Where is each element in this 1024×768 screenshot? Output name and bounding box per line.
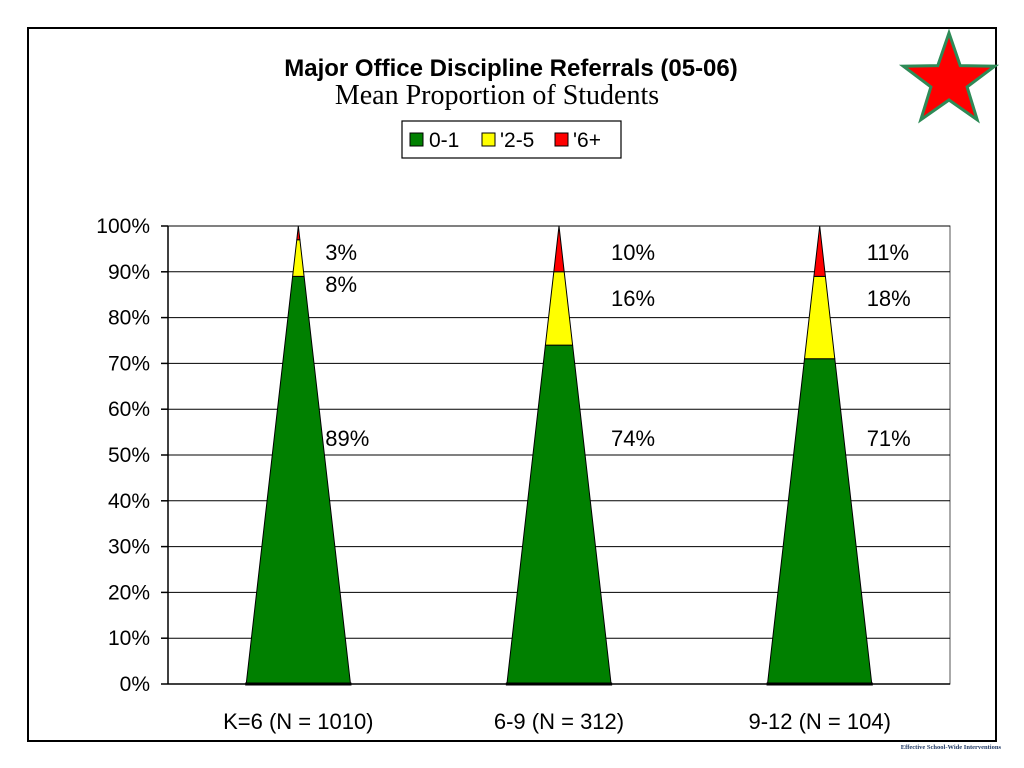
legend-label-series-2: '2-5 bbox=[500, 129, 534, 152]
y-tick-label: 50% bbox=[108, 444, 150, 467]
x-tick-label: 9-12 (N = 104) bbox=[748, 709, 890, 734]
chart-subtitle: Mean Proportion of Students bbox=[335, 80, 659, 111]
legend-label-series-1: 0-1 bbox=[429, 129, 459, 152]
data-label-series-3: 3% bbox=[325, 240, 357, 265]
legend-box bbox=[401, 120, 622, 159]
footer-text: Effective School-Wide Interventions bbox=[901, 744, 1002, 751]
legend: 0-1 '2-5 '6+ bbox=[401, 120, 622, 159]
data-label-series-3: 10% bbox=[611, 240, 655, 265]
y-tick-label: 20% bbox=[108, 581, 150, 604]
data-label-series-2: 16% bbox=[611, 286, 655, 311]
cone-segment-series-3 bbox=[296, 225, 301, 241]
y-tick-label: 100% bbox=[96, 215, 150, 238]
legend-swatch-series-3 bbox=[554, 132, 569, 147]
data-label-series-2: 18% bbox=[867, 286, 911, 311]
legend-label-series-3: '6+ bbox=[573, 129, 601, 152]
y-tick-label: 90% bbox=[108, 261, 150, 284]
x-tick-label: K=6 (N = 1010) bbox=[223, 709, 373, 734]
chart-border bbox=[27, 27, 997, 742]
legend-swatch-series-1 bbox=[409, 132, 424, 147]
y-tick-label: 10% bbox=[108, 627, 150, 650]
x-tick-label: 6-9 (N = 312) bbox=[494, 709, 624, 734]
data-label-series-1: 71% bbox=[867, 426, 911, 451]
data-label-series-1: 89% bbox=[325, 426, 369, 451]
star-icon bbox=[898, 28, 1000, 124]
legend-swatch-series-2 bbox=[481, 132, 496, 147]
data-label-series-2: 8% bbox=[325, 272, 357, 297]
cone-segment-series-3 bbox=[813, 225, 826, 277]
y-tick-label: 30% bbox=[108, 536, 150, 559]
y-tick-label: 60% bbox=[108, 398, 150, 421]
y-tick-label: 0% bbox=[120, 673, 150, 696]
chart-title: Major Office Discipline Referrals (05-06… bbox=[284, 55, 738, 82]
y-tick-label: 70% bbox=[108, 352, 150, 375]
plot-layer: 0% 10% 20% 30% 40% 50% 60% 70% 80% 90% 100% 89% 8% 3%… bbox=[96, 215, 951, 734]
y-tick-label: 40% bbox=[108, 490, 150, 513]
cone-segment-series-3 bbox=[553, 225, 565, 273]
y-tick-label: 80% bbox=[108, 307, 150, 330]
data-label-series-3: 11% bbox=[867, 240, 909, 265]
data-label-series-1: 74% bbox=[611, 426, 655, 451]
